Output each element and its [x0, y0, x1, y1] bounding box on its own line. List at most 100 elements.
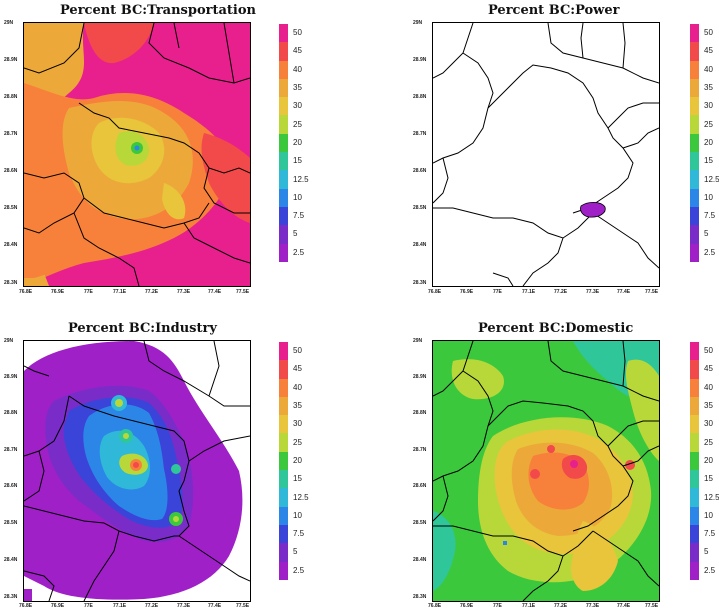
y-tick-label: 28.5N — [413, 520, 427, 526]
x-tick-label: 77E — [493, 603, 502, 609]
colorbar-segment — [690, 470, 699, 489]
colorbar-segment — [690, 396, 699, 416]
colorbar-label: 7.5 — [293, 211, 305, 221]
y-tick-label: 28.6N — [4, 168, 18, 174]
colorbar-label: 15 — [704, 474, 713, 484]
colorbar-label: 30 — [704, 419, 713, 429]
colorbar-segment — [279, 78, 288, 98]
colorbar-label: 10 — [704, 192, 713, 202]
colorbar-segment — [279, 42, 288, 61]
y-tick-label: 28.6N — [413, 168, 427, 174]
y-tick-label: 28.9N — [413, 374, 427, 380]
y-tick-label: 28.9N — [4, 57, 18, 63]
colorbar-segment — [279, 133, 288, 153]
colorbar-label: 50 — [293, 346, 302, 356]
colorbar-label: 30 — [704, 101, 713, 111]
colorbar-label: 20 — [704, 137, 713, 147]
colorbar-label: 25 — [293, 119, 302, 129]
colorbar-segment — [279, 206, 288, 226]
colorbar — [690, 342, 699, 580]
x-tick-label: 77.4E — [617, 289, 631, 295]
colorbar-label: 12.5 — [293, 492, 309, 502]
x-tick-label: 77.4E — [617, 603, 631, 609]
colorbar-label: 2.5 — [293, 565, 305, 575]
colorbar-label: 30 — [293, 419, 302, 429]
x-tick-label: 77.1E — [113, 603, 127, 609]
colorbar-segment — [690, 360, 699, 379]
y-tick-label: 28.4N — [413, 557, 427, 563]
y-tick-label: 28.9N — [413, 57, 427, 63]
colorbar-segment — [279, 524, 288, 544]
colorbar-segment — [690, 97, 699, 116]
colorbar-segment — [279, 170, 288, 189]
colorbar-label: 25 — [704, 437, 713, 447]
colorbar-label: 10 — [704, 510, 713, 520]
x-tick-label: 76.9E — [51, 289, 65, 295]
colorbar-segment — [690, 225, 699, 244]
colorbar-segment — [279, 60, 288, 79]
colorbar-label: 45 — [293, 46, 302, 56]
colorbar-segment — [690, 488, 699, 507]
colorbar-segment — [279, 360, 288, 379]
colorbar-segment — [690, 451, 699, 471]
colorbar-label: 40 — [704, 64, 713, 74]
y-tick-label: 28.8N — [413, 94, 427, 100]
x-tick-label: 77.2E — [145, 603, 159, 609]
colorbar-label: 25 — [704, 119, 713, 129]
colorbar-segment — [279, 433, 288, 452]
colorbar-label: 20 — [293, 455, 302, 465]
y-tick-label: 28.8N — [4, 410, 18, 416]
colorbar-segment — [279, 451, 288, 471]
x-tick-label: 76.8E — [428, 603, 442, 609]
colorbar-label: 40 — [704, 382, 713, 392]
colorbar-segment — [279, 561, 288, 580]
x-tick-label: 77.2E — [554, 289, 568, 295]
colorbar-segment — [690, 152, 699, 171]
colorbar-label: 2.5 — [293, 247, 305, 257]
colorbar-label: 5 — [293, 229, 298, 239]
x-tick-label: 77.3E — [177, 603, 191, 609]
y-tick-label: 29N — [413, 338, 423, 344]
colorbar-segment — [690, 543, 699, 562]
colorbar-label: 12.5 — [704, 492, 719, 502]
y-tick-label: 28.3N — [4, 594, 18, 600]
colorbar-segment — [279, 342, 288, 361]
colorbar-label: 45 — [704, 46, 713, 56]
colorbar-label: 20 — [704, 455, 713, 465]
y-tick-label: 29N — [4, 20, 14, 26]
x-tick-label: 77.2E — [554, 603, 568, 609]
x-tick-label: 76.8E — [19, 603, 33, 609]
x-tick-label: 77.1E — [522, 289, 536, 295]
colorbar-segment — [690, 42, 699, 61]
colorbar-label: 35 — [293, 83, 302, 93]
x-tick-label: 77E — [84, 289, 93, 295]
colorbar-segment — [690, 506, 699, 525]
colorbar-segment — [279, 506, 288, 525]
panel-title: Percent BC:Industry — [68, 321, 217, 336]
colorbar-label: 45 — [293, 364, 302, 374]
map-domestic — [432, 340, 660, 602]
colorbar-segment — [279, 225, 288, 244]
x-tick-label: 77.5E — [645, 289, 659, 295]
y-tick-label: 28.3N — [4, 280, 18, 286]
y-tick-label: 28.3N — [413, 280, 427, 286]
colorbar-segment — [690, 188, 699, 207]
y-tick-label: 28.7N — [4, 447, 18, 453]
y-tick-label: 29N — [413, 20, 423, 26]
x-tick-label: 77.3E — [177, 289, 191, 295]
colorbar-segment — [690, 24, 699, 43]
colorbar-label: 40 — [293, 64, 302, 74]
x-tick-label: 77.3E — [586, 603, 600, 609]
map-transportation — [23, 22, 251, 287]
colorbar — [279, 24, 288, 262]
colorbar-label: 7.5 — [704, 529, 716, 539]
colorbar-label: 5 — [293, 547, 298, 557]
map-power — [432, 22, 660, 287]
y-tick-label: 28.3N — [413, 594, 427, 600]
colorbar-segment — [279, 488, 288, 507]
x-tick-label: 77.5E — [236, 289, 250, 295]
panel-title: Percent BC:Domestic — [478, 321, 634, 336]
colorbar-segment — [279, 24, 288, 43]
colorbar-segment — [690, 524, 699, 544]
colorbar-segment — [690, 415, 699, 434]
